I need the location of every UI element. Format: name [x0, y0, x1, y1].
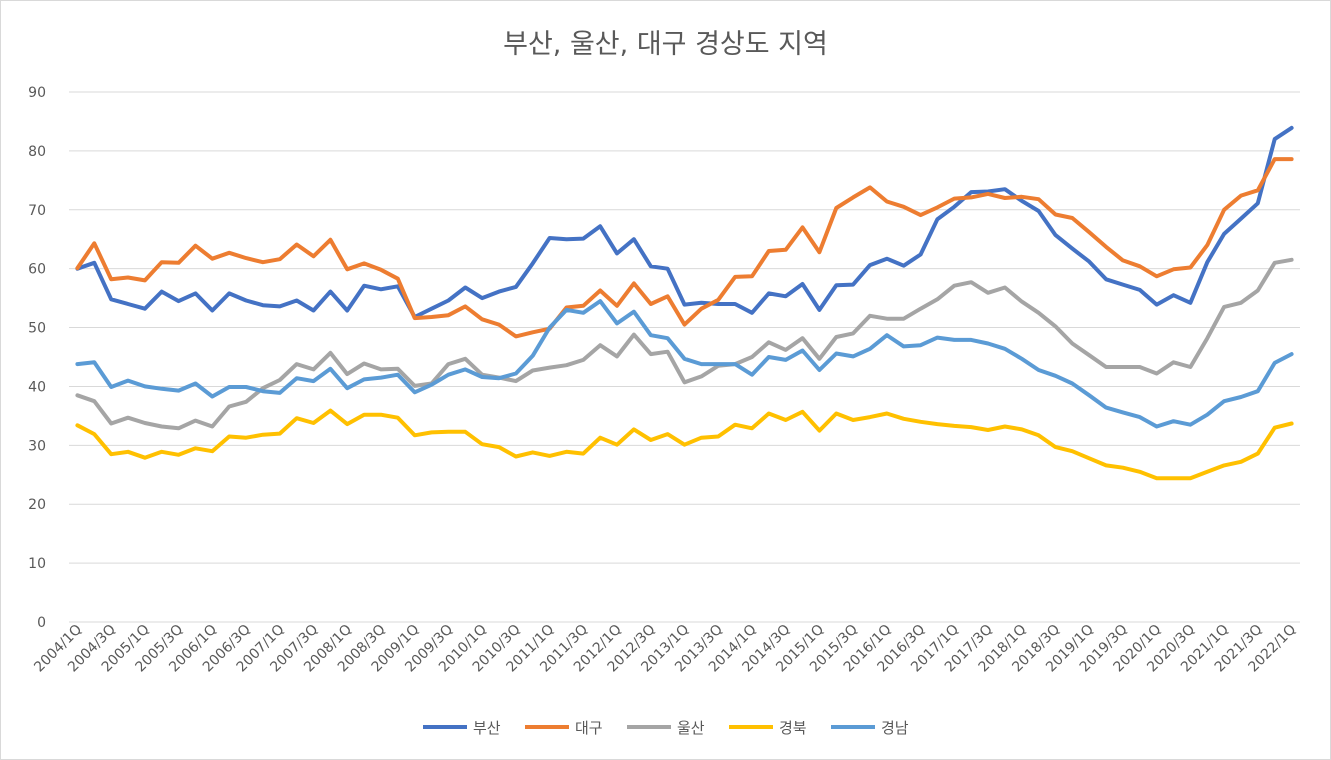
y-tick-label: 90 [28, 85, 46, 101]
series-line-4 [75, 299, 1294, 429]
y-tick-label: 30 [28, 438, 46, 454]
y-tick-label: 70 [28, 203, 46, 219]
y-axis-ticks: 0 10 20 30 40 50 60 70 80 90 [28, 85, 46, 631]
y-tick-label: 0 [37, 615, 46, 631]
y-tick-label: 40 [28, 379, 46, 395]
y-tick-label: 60 [28, 262, 46, 278]
y-tick-label: 80 [28, 144, 46, 160]
series-line-2 [75, 257, 1294, 431]
x-axis-ticks: 2004/1Q2004/3Q2005/1Q2005/3Q2006/1Q2006/… [31, 622, 1299, 676]
y-tick-label: 10 [28, 556, 46, 572]
y-tick-label: 20 [28, 497, 46, 513]
gridlines [69, 91, 1300, 623]
series-lines [75, 125, 1294, 481]
legend-label: 대구 [575, 719, 603, 737]
legend-label: 경남 [881, 719, 909, 737]
series-line-3 [75, 408, 1294, 481]
series-line-1 [75, 157, 1294, 339]
legend: 부산 대구 울산 경북 경남 [423, 719, 909, 737]
legend-label: 울산 [677, 719, 705, 737]
series-line-0 [75, 125, 1294, 319]
y-tick-label: 50 [28, 321, 46, 337]
legend-label: 경북 [779, 719, 807, 737]
chart-title: 부산, 울산, 대구 경상도 지역 [503, 29, 828, 60]
legend-label: 부산 [473, 719, 501, 737]
